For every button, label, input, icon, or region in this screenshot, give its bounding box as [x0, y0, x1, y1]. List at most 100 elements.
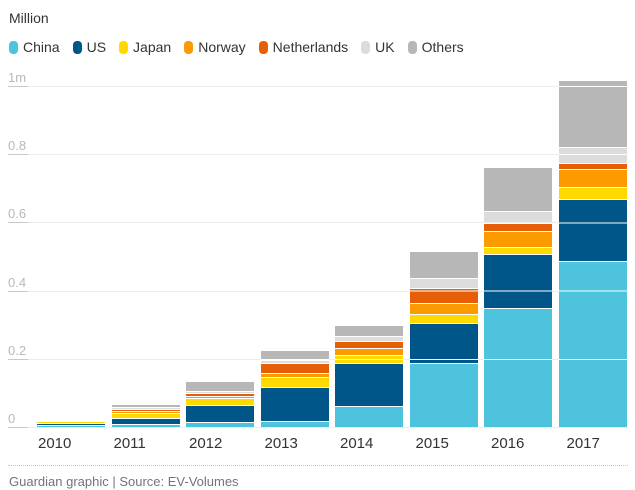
gridline: 0.4	[8, 276, 628, 292]
bar-segment-japan	[186, 399, 254, 405]
legend-swatch-icon	[258, 40, 268, 54]
legend-item-uk: UK	[361, 39, 395, 55]
bar-2017	[558, 81, 627, 427]
legend-item-japan: Japan	[119, 39, 171, 55]
bar-segment-norway	[111, 412, 180, 413]
bar-segment-us	[37, 424, 105, 425]
bar-segment-uk	[558, 148, 627, 163]
bar-segment-uk	[186, 392, 254, 393]
y-tick-label: 0.2	[8, 342, 27, 358]
legend-label: US	[86, 39, 107, 55]
bar-segment-netherlands	[111, 410, 180, 411]
bar-segment-uk	[335, 337, 403, 341]
x-tick-label: 2016	[491, 435, 525, 452]
bar-segment-netherlands	[260, 364, 329, 373]
bar-segment-us	[558, 200, 627, 261]
bar-segment-norway	[558, 170, 627, 187]
legend-swatch-icon	[361, 40, 371, 54]
bar-segment-japan	[335, 356, 403, 363]
legend-swatch-icon	[119, 40, 129, 54]
bar-segment-china	[335, 407, 403, 427]
y-tick-label: 0.8	[8, 138, 27, 154]
bar-segment-others	[409, 252, 478, 278]
bar-2012	[186, 382, 254, 427]
bar-segment-norway	[409, 304, 478, 314]
legend-label: Japan	[133, 39, 172, 55]
bar-segment-china	[484, 309, 552, 427]
legend-swatch-icon	[184, 40, 194, 54]
legend: China US Japan Norway Netherlands UK Others	[9, 39, 635, 55]
x-tick-label: 2010	[38, 435, 72, 452]
chart-title: Million	[9, 10, 49, 26]
gridline: 1m	[8, 71, 628, 87]
bar-segment-uk	[260, 361, 329, 363]
x-tick-label: 2015	[415, 435, 449, 452]
bar-segment-china	[37, 426, 105, 427]
bar-segment-us	[409, 324, 478, 363]
y-tick-label: 0.4	[8, 274, 27, 290]
legend-item-norway: Norway	[184, 39, 246, 55]
bar-segment-norway	[484, 232, 552, 247]
y-tick-label: 0	[8, 411, 16, 426]
legend-label: Others	[421, 39, 464, 55]
bar-2011	[111, 405, 180, 427]
legend-item-china: China	[9, 39, 60, 55]
legend-label: Netherlands	[272, 39, 349, 55]
legend-label: Norway	[198, 39, 246, 55]
bar-segment-china	[186, 423, 254, 427]
footer-divider	[8, 465, 628, 466]
bar-segment-netherlands	[484, 224, 552, 231]
bar-segment-others	[484, 168, 552, 211]
bar-2016	[484, 168, 552, 427]
bar-segment-others	[111, 405, 180, 407]
bar-segment-us	[335, 364, 403, 406]
legend-label: UK	[375, 39, 395, 55]
bar-segment-japan	[558, 188, 627, 199]
bar-segment-netherlands	[558, 164, 627, 169]
footer-credit: Guardian graphic | Source: EV-Volumes	[9, 474, 239, 489]
bar-segment-japan	[260, 378, 329, 387]
bar-segment-others	[186, 382, 254, 391]
gridline: 0.6	[8, 207, 628, 224]
bar-segment-japan	[111, 414, 180, 418]
legend-item-others: Others	[407, 39, 464, 55]
x-tick-label: 2012	[189, 435, 223, 452]
bar-segment-norway	[335, 349, 403, 355]
x-tick-label: 2017	[566, 435, 600, 452]
bar-segment-japan	[484, 248, 552, 254]
x-tick-label: 2013	[264, 435, 298, 452]
bar-segment-netherlands	[409, 289, 478, 303]
bar-segment-us	[484, 255, 552, 308]
x-axis-labels: 2010 2011 2012 2013 2014 2015 2016 2017	[37, 435, 628, 452]
gridline: 0	[8, 412, 628, 428]
bar-2010	[37, 422, 105, 427]
bar-segment-china	[558, 262, 627, 427]
bar-segment-netherlands	[186, 394, 254, 396]
legend-item-netherlands: Netherlands	[258, 39, 349, 55]
bars	[37, 81, 628, 427]
y-tick-label: 0.6	[8, 206, 27, 222]
bar-segment-uk	[484, 212, 552, 223]
bar-2014	[335, 326, 403, 427]
bar-2015	[409, 252, 478, 427]
bar-segment-norway	[186, 397, 254, 398]
bar-segment-japan	[37, 422, 105, 423]
bar-segment-norway	[260, 374, 329, 377]
bar-segment-uk	[111, 408, 180, 409]
bar-segment-us	[186, 406, 254, 422]
bar-segment-us	[260, 388, 329, 421]
bar-segment-china	[111, 425, 180, 427]
y-tick-label: 1m	[8, 70, 27, 85]
bar-segment-others	[335, 326, 403, 336]
bar-2013	[260, 351, 329, 427]
bar-segment-china	[409, 364, 478, 427]
bar-segment-us	[111, 419, 180, 424]
bar-segment-japan	[409, 315, 478, 323]
gridline: 0.8	[8, 139, 628, 156]
bar-segment-others	[558, 81, 627, 147]
legend-label: China	[23, 39, 60, 55]
plot-area: 1m 0.8 0.6 0.4 0.2 0	[8, 65, 628, 428]
x-tick-label: 2011	[113, 435, 146, 452]
legend-swatch-icon	[9, 40, 18, 54]
